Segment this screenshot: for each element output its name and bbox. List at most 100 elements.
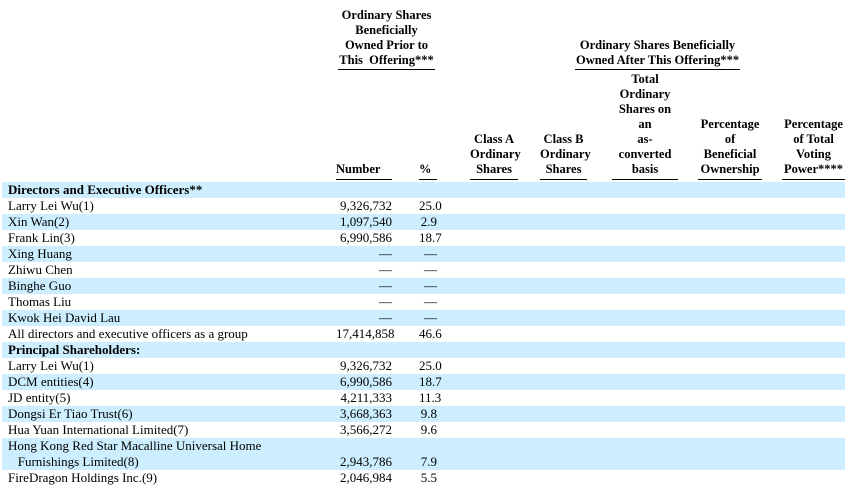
ownership-percent: 7.9 bbox=[420, 453, 438, 469]
shareholder-name: Zhiwu Chen bbox=[8, 261, 73, 277]
col-header-class-b-label: Class B Ordinary Shares bbox=[540, 132, 591, 176]
shares-number bbox=[336, 342, 392, 358]
shareholder-name: Xing Huang bbox=[8, 245, 72, 261]
ownership-percent: 25.0 bbox=[419, 357, 442, 373]
header-spacer bbox=[392, 70, 419, 180]
table-row: Xing Huang — — bbox=[2, 245, 846, 262]
spacer bbox=[392, 214, 419, 230]
shareholder-name: FireDragon Holdings Inc.(9) bbox=[8, 469, 158, 485]
shareholder-name: Larry Lei Wu(1) bbox=[8, 197, 94, 213]
ownership-percent: — bbox=[424, 277, 438, 293]
after-offering-cells bbox=[437, 470, 845, 486]
after-offering-cells bbox=[437, 230, 845, 246]
table-row: Dongsi Er Tiao Trust(6) 3,668,363 9.8 bbox=[2, 405, 846, 422]
shares-number: 2,943,786 bbox=[340, 453, 392, 469]
table-row: Hua Yuan International Limited(7) 3,566,2… bbox=[2, 422, 845, 438]
ownership-percent: 11.3 bbox=[419, 389, 442, 405]
after-offering-cells bbox=[437, 438, 845, 470]
after-offering-cells bbox=[437, 326, 845, 342]
col-header-class-a-label: Class A Ordinary Shares bbox=[470, 132, 521, 176]
spacer bbox=[392, 246, 419, 262]
spacer bbox=[392, 262, 419, 278]
beneficial-ownership-table: Ordinary Shares Beneficially Owned Prior… bbox=[2, 8, 846, 486]
col-header-pct-voting-power: Percentage of Total Voting Power**** bbox=[782, 70, 846, 180]
table-row: Xin Wan(2) 1,097,540 2.9 bbox=[2, 213, 846, 230]
shareholder-table-body: Directors and Executive Officers** Larry … bbox=[2, 181, 846, 486]
after-offering-cells bbox=[437, 374, 845, 390]
spacer bbox=[392, 422, 419, 438]
col-header-pct-beneficial-label: Percentage of Beneficial Ownership bbox=[700, 117, 760, 176]
spacer bbox=[392, 278, 419, 294]
shareholder-name: Hong Kong Red Star Macalline Universal H… bbox=[8, 437, 262, 469]
shares-number: — bbox=[379, 261, 392, 277]
shares-number: — bbox=[379, 245, 392, 261]
header-spacer bbox=[2, 8, 336, 70]
shareholder-name: Directors and Executive Officers** bbox=[8, 181, 203, 197]
table-row: JD entity(5) 4,211,333 11.3 bbox=[2, 390, 845, 406]
header-spacer bbox=[437, 70, 470, 180]
after-offering-cells bbox=[437, 310, 845, 326]
shareholder-name: Dongsi Er Tiao Trust(6) bbox=[8, 405, 133, 421]
spacer bbox=[392, 374, 419, 390]
shareholder-name: Binghe Guo bbox=[8, 277, 72, 293]
table-row: DCM entities(4) 6,990,586 18.7 bbox=[2, 373, 846, 390]
ownership-percent: 46.6 bbox=[419, 325, 442, 341]
ownership-percent: 9.6 bbox=[420, 421, 438, 437]
shareholder-name: Principal Shareholders: bbox=[8, 341, 141, 357]
shares-number: 9,326,732 bbox=[340, 197, 392, 213]
spacer bbox=[392, 390, 419, 406]
table-row: FireDragon Holdings Inc.(9) 2,046,984 5.5 bbox=[2, 470, 845, 486]
after-offering-cells bbox=[437, 342, 845, 358]
ownership-percent bbox=[419, 182, 437, 198]
group-header-after-offering-label: Ordinary Shares Beneficially Owned After… bbox=[574, 38, 741, 70]
spacer bbox=[392, 326, 419, 342]
ownership-percent: 18.7 bbox=[419, 373, 442, 389]
shareholder-name: Kwok Hei David Lau bbox=[8, 309, 121, 325]
shares-number: — bbox=[379, 293, 392, 309]
shareholder-name: Larry Lei Wu(1) bbox=[8, 357, 94, 373]
ownership-percent: — bbox=[424, 309, 438, 325]
shares-number: 4,211,333 bbox=[340, 389, 392, 405]
col-header-pct-beneficial-ownership: Percentage of Beneficial Ownership bbox=[698, 70, 763, 180]
after-offering-cells bbox=[437, 358, 845, 374]
after-offering-cells bbox=[437, 182, 845, 198]
after-offering-cells bbox=[437, 198, 845, 214]
col-header-percent-label: % bbox=[419, 162, 432, 176]
spacer bbox=[392, 294, 419, 310]
after-offering-cells bbox=[437, 262, 845, 278]
shareholder-name: DCM entities(4) bbox=[8, 373, 94, 389]
after-offering-cells bbox=[437, 422, 845, 438]
ownership-percent bbox=[419, 342, 437, 358]
shares-number: 17,414,858 bbox=[336, 325, 395, 341]
ownership-percent: — bbox=[424, 293, 438, 309]
col-header-number-label: Number bbox=[336, 162, 381, 176]
column-header-row: Number % Class A Ordinary Shares Class B… bbox=[2, 70, 846, 180]
group-header-after-offering: Ordinary Shares Beneficially Owned After… bbox=[470, 8, 845, 70]
col-header-total-as-converted-label: Total Ordinary Shares on an as-converted… bbox=[618, 72, 672, 176]
shares-number: 1,097,540 bbox=[340, 213, 392, 229]
shareholder-name: Frank Lin(3) bbox=[8, 229, 75, 245]
shares-number: 3,566,272 bbox=[340, 421, 392, 437]
ownership-percent: 2.9 bbox=[420, 213, 438, 229]
table-row: Directors and Executive Officers** bbox=[2, 181, 846, 198]
col-header-percent: % bbox=[419, 70, 438, 180]
header-spacer bbox=[762, 70, 782, 180]
group-header-prior-offering-label: Ordinary Shares Beneficially Owned Prior… bbox=[338, 8, 435, 70]
shares-number: 2,046,984 bbox=[340, 469, 392, 485]
shareholder-name: Xin Wan(2) bbox=[8, 213, 70, 229]
table-row: Principal Shareholders: bbox=[2, 341, 846, 358]
table-row: Thomas Liu — — bbox=[2, 294, 845, 310]
header-spacer bbox=[2, 70, 336, 180]
ownership-percent: — bbox=[424, 245, 438, 261]
table-row: Larry Lei Wu(1) 9,326,732 25.0 bbox=[2, 198, 845, 214]
shares-number: 6,990,586 bbox=[340, 373, 392, 389]
col-header-total-as-converted: Total Ordinary Shares on an as-converted… bbox=[612, 70, 679, 180]
after-offering-cells bbox=[437, 214, 845, 230]
spacer bbox=[392, 406, 419, 422]
table-row: Hong Kong Red Star Macalline Universal H… bbox=[2, 437, 846, 470]
table-row: Zhiwu Chen — — bbox=[2, 262, 845, 278]
after-offering-cells bbox=[437, 294, 845, 310]
col-header-class-b-shares: Class B Ordinary Shares bbox=[540, 70, 591, 180]
shares-number bbox=[336, 182, 392, 198]
